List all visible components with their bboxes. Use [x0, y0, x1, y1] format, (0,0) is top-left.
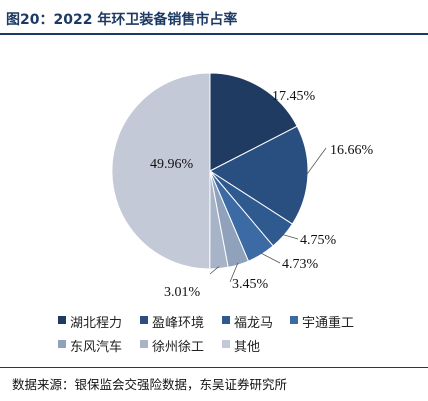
data-label-other: 49.96%: [150, 157, 194, 172]
data-label-hubei-chengli: 17.45%: [272, 89, 316, 104]
legend-label-fulongma: 福龙马: [234, 316, 274, 331]
legend-label-dongfeng: 东风汽车: [70, 340, 123, 355]
leader-line-xugong: [209, 266, 220, 275]
pie-slice-hubei-chengli: [209, 72, 298, 172]
legend-label-other: 其他: [234, 340, 261, 355]
data-label-dongfeng: 3.45%: [232, 277, 269, 292]
data-label-fulongma: 4.75%: [300, 233, 337, 248]
legend-label-hubei-chengli: 湖北程力: [70, 316, 123, 331]
leader-line-dongfeng: [229, 262, 239, 283]
title-bar: 图20：2022 年环卫装备销售市占率: [0, 0, 428, 35]
chart-title: 图20：2022 年环卫装备销售市占率: [6, 12, 238, 28]
data-label-xugong: 3.01%: [164, 285, 201, 300]
leader-line-yingfeng: [305, 147, 327, 176]
legend-swatch-hubei-chengli: [58, 316, 66, 324]
legend-label-xugong: 徐州徐工: [152, 340, 205, 355]
pie-slice-yingfeng: [209, 125, 309, 225]
title-divider: [0, 33, 428, 35]
legend-swatch-other: [222, 340, 230, 348]
data-label-yingfeng: 16.66%: [330, 143, 374, 158]
source-note: 数据来源：银保监会交强险数据，东吴证券研究所: [12, 377, 288, 392]
footer-divider: [0, 367, 428, 368]
legend-label-yingfeng: 盈峰环境: [152, 316, 205, 331]
pie-chart: 17.45% 16.66% 4.75% 4.73% 3.45% 3.01% 49.96%: [111, 72, 374, 300]
legend-label-yutong: 宇通重工: [302, 316, 355, 331]
leader-line-fulongma: [281, 234, 299, 240]
legend-swatch-dongfeng: [58, 340, 66, 348]
legend-swatch-fulongma: [222, 316, 230, 324]
leader-line-yutong: [260, 252, 281, 264]
legend-swatch-yutong: [290, 316, 298, 324]
pie-slice-other: [111, 72, 211, 270]
legend-swatch-yingfeng: [140, 316, 148, 324]
data-label-yutong: 4.73%: [282, 257, 319, 272]
legend-swatch-xugong: [140, 340, 148, 348]
